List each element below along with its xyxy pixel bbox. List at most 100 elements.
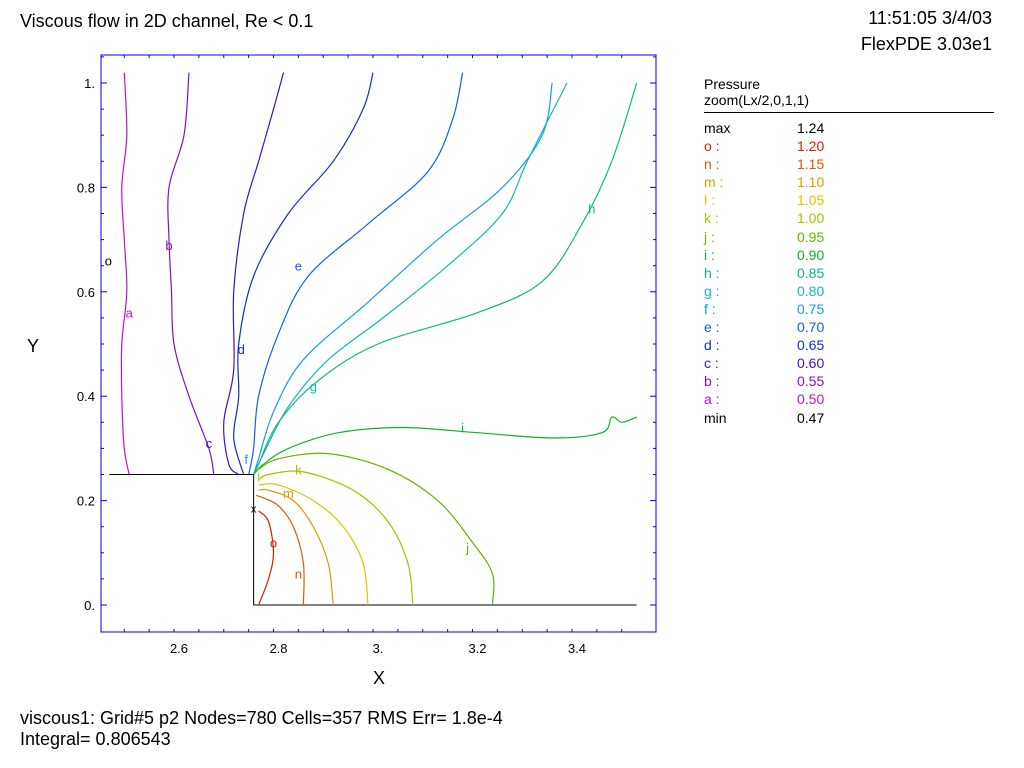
- legend-row-value: 0.90: [797, 246, 825, 263]
- contour-line-g: [253, 82, 568, 475]
- legend-row: o : 1.20: [704, 137, 994, 155]
- contour-label-b: b: [165, 238, 172, 253]
- legend-row: k : 1.00: [704, 209, 994, 227]
- y-tick-label: 1.: [84, 76, 95, 91]
- y-tick-label: 0.6: [77, 285, 95, 300]
- legend-row: h : 0.85: [704, 264, 994, 282]
- contour-label-h: h: [588, 201, 595, 216]
- y-tick-label: 0.2: [77, 494, 95, 509]
- legend-row: min 0.47: [704, 409, 994, 427]
- legend-row: d : 0.65: [704, 336, 994, 354]
- legend-row-label: d :: [704, 337, 720, 354]
- legend-row: n : 1.15: [704, 155, 994, 173]
- legend-row-value: 1.20: [797, 138, 825, 155]
- legend-row-label: c :: [704, 355, 719, 372]
- legend-row: i : 0.90: [704, 246, 994, 264]
- legend-row-value: 0.75: [797, 300, 825, 317]
- chart-title: Viscous flow in 2D channel, Re < 0.1: [20, 11, 314, 31]
- contour-label-d: d: [238, 342, 245, 357]
- legend-row: f : 0.75: [704, 300, 994, 318]
- legend-row: j : 0.95: [704, 228, 994, 246]
- x-tick-label: 2.6: [170, 641, 188, 656]
- timestamp: 11:51:05 3/4/03: [868, 8, 992, 28]
- contour-line-d: [233, 72, 374, 475]
- contour-label-n: n: [295, 567, 302, 582]
- contour-line-j: [258, 452, 495, 606]
- contour-line-l: [258, 483, 369, 606]
- x-axis-label: X: [373, 668, 385, 688]
- legend-row-label: b :: [704, 373, 720, 390]
- contour-line-e: [248, 72, 464, 475]
- contour-label-c: c: [206, 436, 213, 451]
- contour-label-o: o: [270, 535, 277, 550]
- legend-row-value: 1.10: [797, 174, 825, 191]
- contour-line-h: [253, 82, 638, 475]
- legend-row: c : 0.60: [704, 354, 994, 372]
- legend-row-label: k :: [704, 210, 719, 227]
- contour-label-a: a: [126, 306, 134, 321]
- x-tick-label: 3.4: [568, 641, 586, 656]
- marker-x: x: [251, 503, 257, 515]
- legend-row: max 1.24: [704, 119, 994, 137]
- legend-row-value: 0.95: [797, 228, 825, 245]
- legend: Pressure zoom(Lx/2,0,1,1) max 1.24 o : 1.20…: [704, 76, 994, 427]
- contour-line-m: [258, 488, 334, 606]
- contour-label-f: f: [244, 452, 248, 467]
- legend-row-value: 0.65: [797, 337, 825, 354]
- stray-label: o: [105, 253, 112, 268]
- x-tick-label: 2.8: [269, 641, 287, 656]
- legend-row-label: e :: [704, 319, 720, 336]
- contour-line-n: [255, 494, 305, 606]
- y-tick-label: 0.: [84, 598, 95, 613]
- contour-line-o: [258, 510, 275, 606]
- contour-labels: a b c d e f g h i j k l m n o o x: [105, 201, 596, 581]
- legend-row-label: i :: [704, 246, 715, 263]
- axes: 2.6 2.8 3. 3.2 3.4 0. 0.2 0.4 0.6 0.8 1. X Y: [27, 54, 657, 688]
- contour-label-j: j: [465, 541, 469, 556]
- y-tick-label: 0.8: [77, 180, 95, 195]
- legend-row: g : 0.80: [704, 282, 994, 300]
- contour-label-l: l: [257, 470, 260, 485]
- x-tick-label: 3.: [373, 641, 384, 656]
- legend-row: e : 0.70: [704, 318, 994, 336]
- legend-row-value: 0.80: [797, 282, 825, 299]
- contour-line-c: [223, 72, 285, 475]
- legend-row-label: h :: [704, 264, 720, 281]
- contour-line-i: [253, 416, 637, 475]
- legend-row-value: 1.05: [797, 192, 825, 209]
- legend-row-value: 1.24: [797, 120, 825, 136]
- legend-row-value: 0.85: [797, 264, 825, 281]
- contour-lines: [109, 72, 638, 606]
- contour-line-f: [253, 82, 553, 475]
- y-axis-label: Y: [27, 336, 39, 356]
- x-tick-label: 3.2: [468, 641, 486, 656]
- legend-row-value: 0.60: [797, 355, 825, 372]
- legend-row-label: l :: [704, 192, 715, 209]
- legend-row-label: min: [704, 409, 727, 426]
- legend-row-label: n :: [704, 156, 720, 173]
- legend-divider: [704, 112, 994, 113]
- legend-rows: max 1.24 o : 1.20 n : 1.15 m : 1.10 l : 1.05 k : 1.…: [704, 119, 994, 427]
- legend-row-value: 0.50: [797, 391, 825, 408]
- legend-row-value: 0.55: [797, 373, 825, 390]
- contour-line-b: [167, 72, 215, 475]
- contour-label-g: g: [310, 379, 317, 394]
- legend-subtitle: zoom(Lx/2,0,1,1): [704, 92, 810, 108]
- domain-boundary: [109, 474, 637, 606]
- legend-row: m : 1.10: [704, 173, 994, 191]
- legend-row-value: 0.70: [797, 319, 825, 336]
- legend-row: a : 0.50: [704, 390, 994, 408]
- contour-label-i: i: [461, 421, 464, 436]
- app-version: FlexPDE 3.03e1: [860, 34, 992, 54]
- legend-row-label: a :: [704, 391, 720, 408]
- legend-row: l : 1.05: [704, 191, 994, 209]
- legend-title: Pressure: [704, 76, 761, 92]
- legend-row-label: j :: [704, 228, 715, 245]
- legend-row-label: o :: [704, 138, 720, 155]
- legend-row-label: g :: [704, 282, 720, 299]
- contour-label-k: k: [295, 462, 302, 477]
- y-tick-label: 0.4: [77, 389, 95, 404]
- legend-row-value: 0.47: [797, 409, 825, 426]
- contour-label-m: m: [283, 486, 294, 501]
- legend-row: b : 0.55: [704, 372, 994, 390]
